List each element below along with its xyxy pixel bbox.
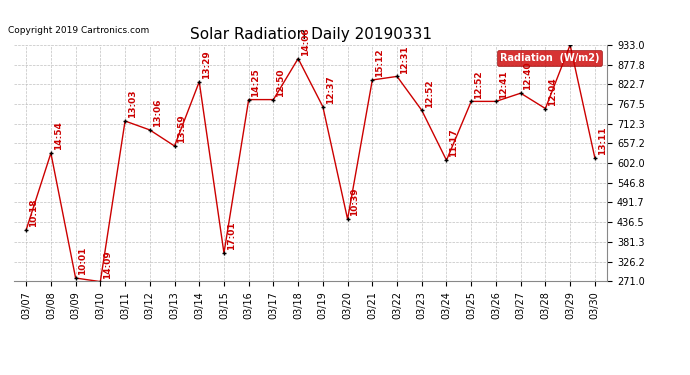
Point <box>491 98 502 104</box>
Point <box>391 74 402 80</box>
Text: 13:06: 13:06 <box>152 99 161 127</box>
Title: Solar Radiation Daily 20190331: Solar Radiation Daily 20190331 <box>190 27 431 42</box>
Text: 12:40: 12:40 <box>524 62 533 90</box>
Point <box>119 118 130 124</box>
Text: 12:52: 12:52 <box>474 70 483 99</box>
Text: 12:52: 12:52 <box>424 79 433 108</box>
Text: 17:01: 17:01 <box>227 222 236 250</box>
Text: 14:25: 14:25 <box>251 68 260 97</box>
Text: 12:41: 12:41 <box>499 70 508 99</box>
Text: 10:01: 10:01 <box>79 247 88 275</box>
Point <box>46 150 57 156</box>
Text: 10:18: 10:18 <box>29 199 38 227</box>
Point <box>194 79 205 85</box>
Text: Copyright 2019 Cartronics.com: Copyright 2019 Cartronics.com <box>8 26 149 35</box>
Point <box>70 275 81 281</box>
Point <box>515 90 526 96</box>
Text: 14:06: 14:06 <box>301 27 310 56</box>
Text: 14:09: 14:09 <box>103 250 112 279</box>
Point <box>441 157 452 163</box>
Legend: Radiation  (W/m2): Radiation (W/m2) <box>497 50 602 66</box>
Point <box>540 105 551 111</box>
Point <box>169 143 180 149</box>
Text: 12:31: 12:31 <box>400 45 408 74</box>
Text: 15:12: 15:12 <box>375 49 384 77</box>
Point <box>219 250 230 256</box>
Text: 13:29: 13:29 <box>202 50 211 79</box>
Point <box>144 127 155 133</box>
Text: 13:03: 13:03 <box>128 90 137 118</box>
Point <box>95 279 106 285</box>
Point <box>21 227 32 233</box>
Point <box>564 42 575 48</box>
Point <box>293 56 304 62</box>
Text: 10:39: 10:39 <box>351 188 359 216</box>
Text: 11:17: 11:17 <box>449 129 458 158</box>
Text: 13:11: 13:11 <box>598 126 607 155</box>
Point <box>243 97 254 103</box>
Point <box>367 77 378 83</box>
Point <box>342 216 353 222</box>
Point <box>466 98 477 104</box>
Text: 12:50: 12:50 <box>276 68 285 97</box>
Point <box>416 107 427 113</box>
Text: 12:04: 12:04 <box>548 77 557 106</box>
Point <box>268 97 279 103</box>
Text: 13:59: 13:59 <box>177 114 186 143</box>
Text: 14:54: 14:54 <box>54 122 63 150</box>
Text: 12:37: 12:37 <box>326 75 335 104</box>
Point <box>589 155 600 161</box>
Point <box>317 104 328 110</box>
